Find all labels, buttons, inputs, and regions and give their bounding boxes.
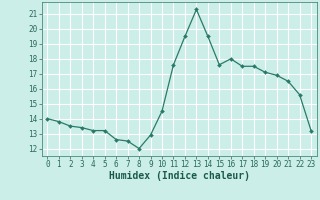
X-axis label: Humidex (Indice chaleur): Humidex (Indice chaleur) bbox=[109, 171, 250, 181]
